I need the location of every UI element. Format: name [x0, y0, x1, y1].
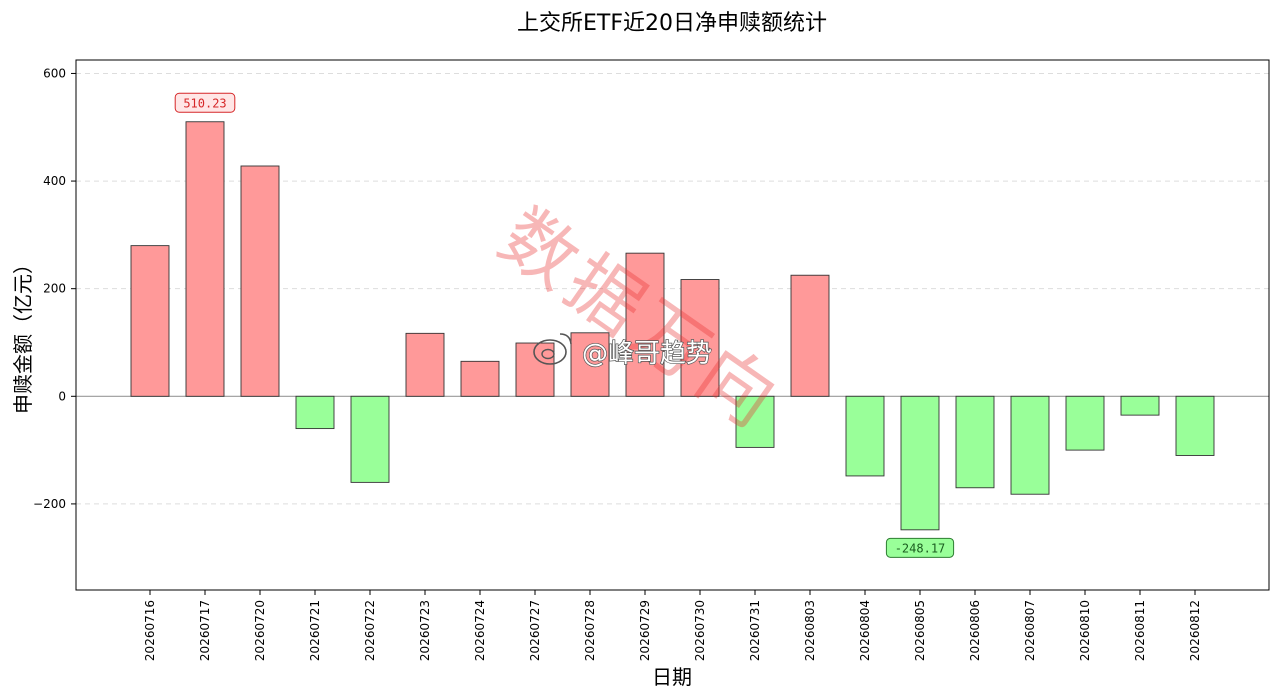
bar-20260728 — [570, 332, 610, 397]
x-tick-label: 20260803 — [803, 600, 817, 661]
watermark-text: 数据万向 — [484, 193, 795, 447]
x-tick-label: 20260807 — [1023, 600, 1037, 661]
bar-20260805 — [900, 395, 940, 531]
y-tick-label: −200 — [33, 497, 66, 511]
weibo-watermark: @峰哥趋势 — [533, 333, 713, 370]
annotation-box-min — [885, 537, 955, 558]
y-tick-label: 0 — [58, 389, 66, 403]
bar-20260722 — [350, 395, 390, 483]
bar-20260803 — [790, 274, 830, 397]
y-tick-label: 400 — [43, 174, 66, 188]
annotation-label-min: -248.17 — [895, 541, 946, 555]
bar-20260804 — [845, 395, 885, 477]
x-tick-label: 20260722 — [363, 600, 377, 661]
bar-20260807 — [1010, 395, 1050, 495]
bar-20260812 — [1175, 395, 1215, 456]
bar-20260731 — [735, 395, 775, 448]
annotations: 510.23 -248.17 — [174, 92, 955, 558]
weibo-icon — [533, 333, 572, 365]
bar-20260806 — [955, 395, 995, 489]
x-tick-label: 20260730 — [693, 600, 707, 661]
x-tick-label: 20260811 — [1133, 600, 1147, 661]
chart-title: 上交所ETF近20日净申赎额统计 — [517, 11, 827, 36]
x-tick-label: 20260716 — [143, 600, 157, 661]
bar-20260810 — [1065, 395, 1105, 451]
bar-20260717 — [185, 121, 225, 397]
bar-20260723 — [405, 332, 445, 397]
x-tick-label: 20260721 — [308, 600, 322, 661]
y-tick-label: 200 — [43, 282, 66, 296]
x-tick-label: 20260723 — [418, 600, 432, 661]
plot-frame — [75, 59, 1270, 591]
x-axis-title: 日期 — [652, 665, 692, 689]
x-tick-label: 20260724 — [473, 600, 487, 661]
x-tick-label: 20260728 — [583, 600, 597, 661]
bar-20260811 — [1120, 395, 1160, 416]
x-tick-label: 20260804 — [858, 600, 872, 661]
x-tick-label: 20260812 — [1188, 600, 1202, 661]
x-tick-label: 20260805 — [913, 600, 927, 661]
x-tick-label: 20260806 — [968, 600, 982, 661]
bar-20260720 — [240, 165, 280, 397]
annotation-label-max: 510.23 — [183, 96, 226, 110]
y-axis-title: 申赎金额（亿元） — [11, 254, 35, 414]
bar-20260724 — [460, 360, 500, 397]
x-tick-label: 20260717 — [198, 600, 212, 661]
bar-20260729 — [625, 252, 665, 397]
x-tick-label: 20260810 — [1078, 600, 1092, 661]
y-axis-ticks: −200 0 200 400 600 — [33, 66, 76, 511]
bar-20260721 — [295, 395, 335, 430]
bar-20260727 — [515, 342, 555, 397]
y-tick-label: 600 — [43, 66, 66, 80]
bar-20260730 — [680, 279, 720, 397]
bars — [130, 121, 1215, 531]
x-axis-ticks: 20260716 20260717 20260720 20260721 20260722… — [143, 590, 1202, 661]
x-tick-label: 20260731 — [748, 600, 762, 661]
x-tick-label: 20260720 — [253, 600, 267, 661]
x-tick-label: 20260729 — [638, 600, 652, 661]
x-tick-label: 20260727 — [528, 600, 542, 661]
weibo-handle: @峰哥趋势 — [582, 339, 712, 369]
annotation-box-max — [174, 92, 236, 113]
bar-20260716 — [130, 245, 170, 397]
